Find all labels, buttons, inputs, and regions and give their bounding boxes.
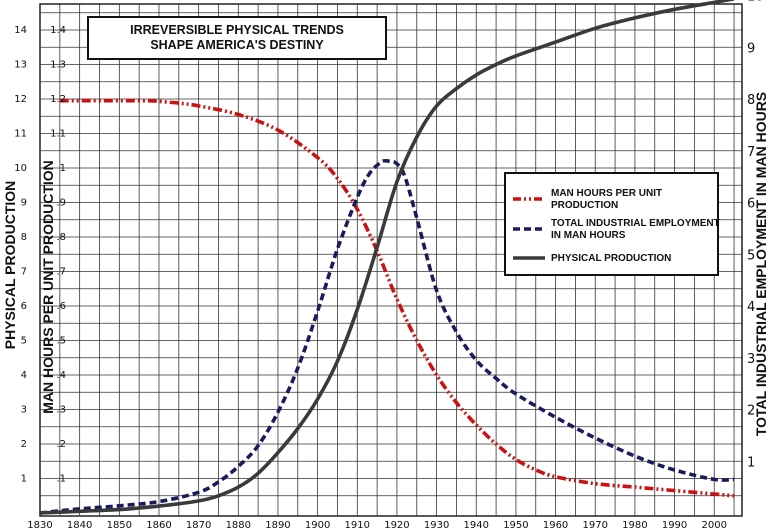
y-axis-label-physical-production: PHYSICAL PRODUCTION (2, 181, 18, 350)
series-group (39, 0, 735, 515)
left-outer-tick-label: 3 (21, 405, 27, 416)
title-box: IRREVERSIBLE PHYSICAL TRENDS SHAPE AMERI… (87, 16, 387, 60)
x-tick-label: 1900 (305, 520, 330, 531)
left-inner-tick-label: 1.1 (50, 129, 66, 140)
right-tick-label: 2 (747, 404, 755, 419)
left-inner-tick-label: .1 (56, 474, 66, 485)
right-tick-label: 1 (747, 455, 755, 470)
x-tick-label: 1920 (384, 520, 409, 531)
series-line-man-hours (59, 98, 735, 498)
left-inner-tick-label: 1.4 (50, 25, 66, 36)
chart-title-line-2: SHAPE AMERICA'S DESTINY (150, 38, 324, 52)
left-outer-tick-label: 2 (21, 439, 27, 450)
x-tick-label: 2000 (701, 520, 726, 531)
left-inner-tick-label: .2 (56, 439, 66, 450)
x-tick-label: 1870 (186, 520, 211, 531)
left-outer-tick-label: 1 (21, 474, 27, 485)
y-axis-label-man-hours: MAN HOURS PER UNIT PRODUCTION (40, 160, 56, 414)
right-tick-label: 4 (747, 300, 755, 315)
x-tick-label: 1950 (503, 520, 528, 531)
x-tick-label: 1940 (464, 520, 489, 531)
left-inner-tick-label: .8 (56, 232, 66, 243)
right-tick-label: 5 (747, 248, 755, 263)
right-tick-label: 9 (747, 41, 755, 56)
left-outer-tick-label: 11 (14, 129, 27, 140)
left-outer-tick-label: 10 (14, 163, 27, 174)
left-inner-tick-label: 1.5 (50, 0, 66, 2)
right-tick-label: 6 (747, 197, 755, 212)
x-tick-label: 1890 (265, 520, 290, 531)
series-line-employment (39, 158, 735, 515)
tick-labels: 1830 1840 1850 1860 1870 1880 1890 1900 1910 1920… (14, 0, 763, 531)
x-tick-label: 1850 (107, 520, 132, 531)
left-outer-tick-label: 4 (21, 370, 27, 381)
x-tick-label: 1960 (543, 520, 568, 531)
left-inner-tick-label: .4 (56, 370, 66, 381)
left-outer-tick-label: 14 (14, 25, 27, 36)
y-axis-label-employment: TOTAL INDUSTRIAL EMPLOYMENT IN MAN HOURS (753, 92, 769, 436)
left-outer-tick-label: 5 (21, 336, 27, 347)
x-tick-label: 1840 (67, 520, 92, 531)
right-tick-label: 8 (747, 93, 755, 108)
right-tick-label: 10 (747, 0, 764, 5)
left-inner-tick-label: .3 (56, 405, 66, 416)
left-outer-tick-label: 12 (14, 94, 27, 105)
x-tick-label: 1860 (146, 520, 171, 531)
legend-label-man-hours-line-2: PRODUCTION (551, 200, 618, 211)
x-tick-label: 1970 (583, 520, 608, 531)
left-outer-tick-label: 7 (21, 267, 27, 278)
right-tick-label: 7 (747, 145, 755, 160)
left-outer-tick-label: 13 (14, 60, 27, 71)
series-line-physical-production (39, 0, 735, 515)
legend-label-employment-line-2: IN MAN HOURS (551, 230, 626, 241)
left-inner-tick-label: .9 (56, 198, 66, 209)
left-outer-tick-label: 8 (21, 232, 27, 243)
x-tick-label: 1930 (424, 520, 449, 531)
x-tick-label: 1990 (662, 520, 687, 531)
right-tick-label: 3 (747, 352, 755, 367)
left-outer-tick-label: 15 (14, 0, 27, 2)
x-tick-label: 1910 (345, 520, 370, 531)
x-tick-label: 1830 (27, 520, 52, 531)
left-inner-tick-label: 1.2 (50, 94, 66, 105)
legend-label-physical-production: PHYSICAL PRODUCTION (551, 253, 671, 264)
x-tick-label: 1980 (622, 520, 647, 531)
left-inner-tick-label: .6 (56, 301, 66, 312)
x-tick-label: 1880 (226, 520, 251, 531)
legend-label-employment-line-1: TOTAL INDUSTRIAL EMPLOYMENT (551, 218, 720, 229)
left-outer-tick-label: 6 (21, 301, 27, 312)
left-inner-tick-label: .7 (56, 267, 66, 278)
left-inner-tick-label: 1.3 (50, 60, 66, 71)
left-outer-tick-label: 9 (21, 198, 27, 209)
chart-title-line-1: IRREVERSIBLE PHYSICAL TRENDS (130, 23, 344, 37)
left-inner-tick-label: .5 (56, 336, 66, 347)
legend-label-man-hours-line-1: MAN HOURS PER UNIT (551, 188, 662, 199)
legend: MAN HOURS PER UNIT PRODUCTION TOTAL INDU… (504, 172, 720, 276)
left-inner-tick-label: 1 (60, 163, 66, 174)
